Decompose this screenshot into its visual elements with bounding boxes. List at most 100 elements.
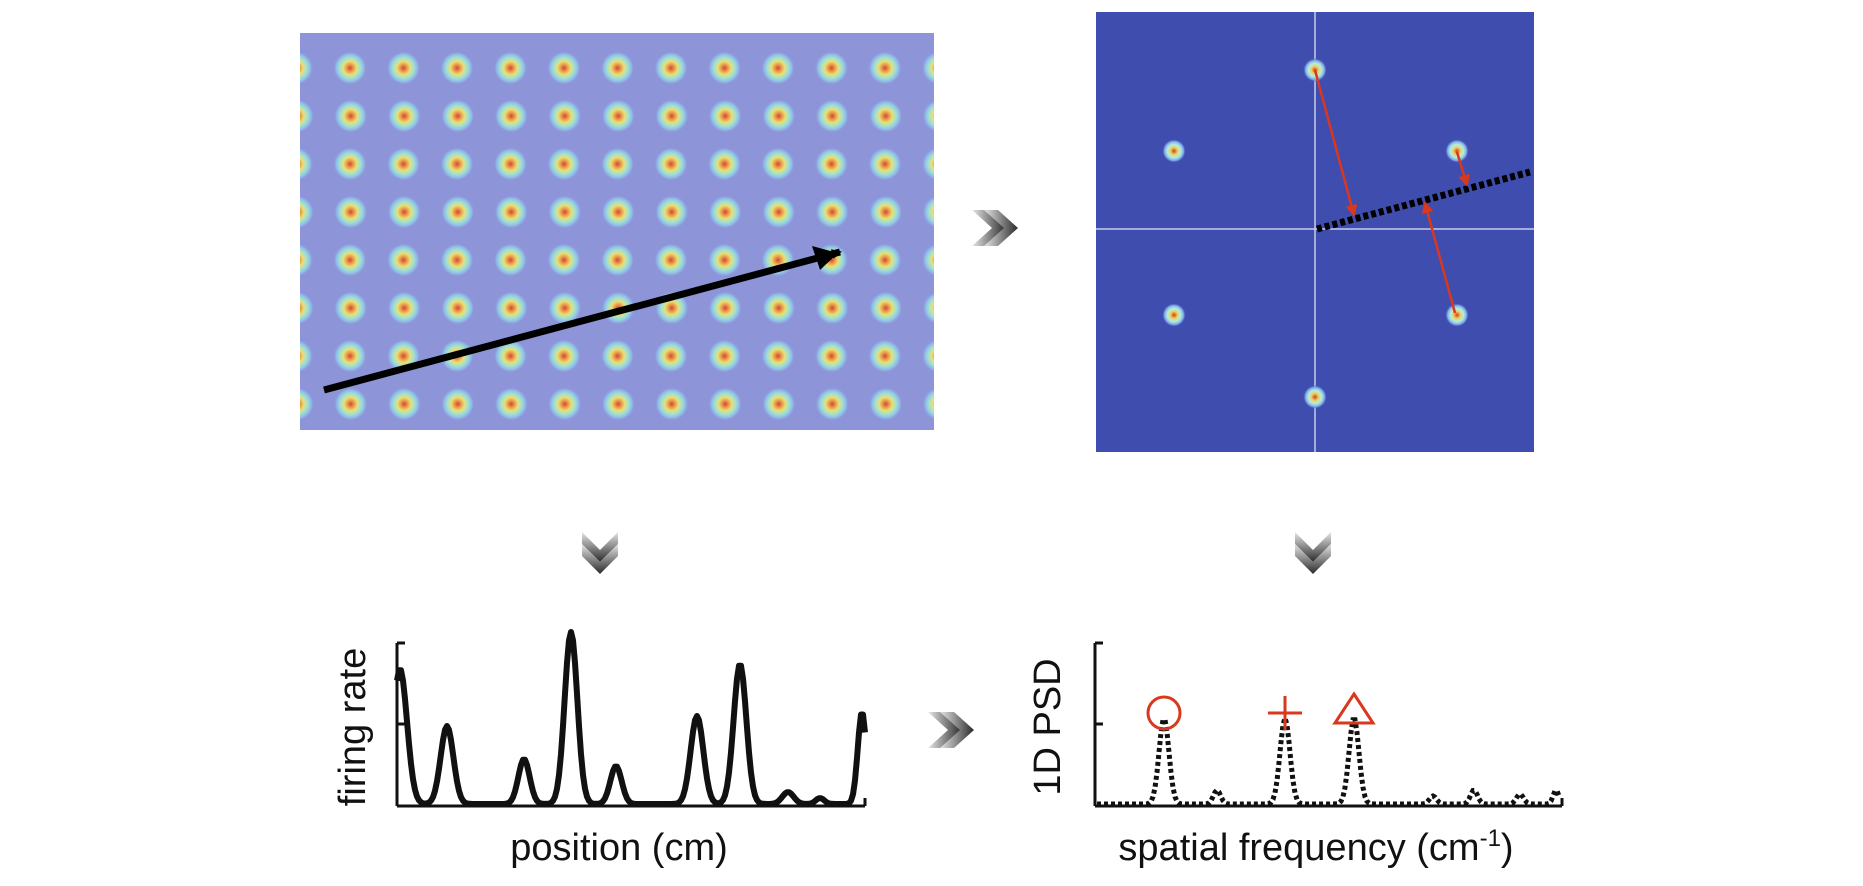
grid-field-spot xyxy=(333,147,367,181)
grid-field-spot xyxy=(600,243,635,277)
fft-peak xyxy=(1162,139,1186,163)
grid-field-spot xyxy=(494,387,529,421)
grid-field-spot xyxy=(708,387,743,421)
grid-field-spot xyxy=(868,339,902,373)
plus-marker-icon xyxy=(1268,696,1302,730)
grid-field-spot xyxy=(707,147,742,181)
grid-field-spot xyxy=(333,339,367,373)
fft-peak xyxy=(1303,385,1327,409)
grid-field-spot xyxy=(547,99,582,133)
fft-peak xyxy=(1445,303,1469,327)
grid-field-spot xyxy=(975,147,1009,181)
grid-field-spot xyxy=(494,195,529,229)
grid-field-spot xyxy=(921,51,934,85)
grid-field-spot xyxy=(493,51,528,85)
grid-field-spot xyxy=(868,99,903,133)
grid-field-spot xyxy=(440,243,474,277)
grid-field-spot xyxy=(708,99,743,133)
psd-trace xyxy=(1097,709,1562,807)
grid-field-spot xyxy=(333,291,368,325)
grid-field-spot xyxy=(300,51,314,85)
grid-field-spot xyxy=(654,51,688,85)
grid-field-spot xyxy=(975,51,1009,85)
grid-field-spot xyxy=(547,147,581,181)
grid-field-spot xyxy=(387,387,422,421)
grid-field-spot xyxy=(761,147,795,181)
psd-plot: 1D PSD spatial frequency (cm-1) xyxy=(1027,641,1564,869)
grid-field-spot xyxy=(815,195,850,229)
fourier-spectrum-map xyxy=(1096,12,1534,452)
grid-field-spot xyxy=(654,339,688,373)
grid-field-spot xyxy=(440,147,474,181)
grid-field-spot xyxy=(922,387,934,421)
grid-field-spot xyxy=(976,387,1010,421)
grid-field-spot xyxy=(547,339,581,373)
grid-field-spot xyxy=(868,387,903,421)
grid-field-spot xyxy=(922,195,934,229)
grid-field-spot xyxy=(708,291,743,325)
rate-y-label: firing rate xyxy=(332,648,374,806)
chevron-down-icon xyxy=(582,532,618,574)
grid-field-spot xyxy=(440,291,475,325)
grid-field-spot xyxy=(300,387,315,421)
grid-field-spot xyxy=(815,99,850,133)
grid-field-spot xyxy=(547,51,581,85)
grid-field-spot xyxy=(300,195,315,229)
grid-field-spot xyxy=(600,147,635,181)
grid-field-spot xyxy=(976,99,1010,133)
projection-arrow-bottom xyxy=(1421,201,1457,314)
psd-y-label: 1D PSD xyxy=(1027,658,1069,795)
grid-field-spot xyxy=(493,243,528,277)
grid-field-spot xyxy=(333,195,368,229)
grid-field-spot xyxy=(493,147,528,181)
trajectory-arrow-head xyxy=(812,246,838,270)
grid-field-spot xyxy=(547,291,582,325)
psd-x-label-sup: -1 xyxy=(1480,825,1501,852)
grid-field-spot xyxy=(547,243,581,277)
circle-marker-icon xyxy=(1146,695,1182,731)
grid-field-spot xyxy=(921,339,934,373)
grid-field-spot xyxy=(761,387,796,421)
grid-field-spot xyxy=(300,99,315,133)
grid-field-spot xyxy=(976,291,1010,325)
grid-field-spot xyxy=(300,243,314,277)
grid-field-spot xyxy=(654,387,689,421)
grid-field-spot xyxy=(814,51,849,85)
grid-field-spot xyxy=(922,99,934,133)
firing-rate-trace xyxy=(394,629,868,807)
grid-field-spot xyxy=(761,339,795,373)
grid-field-spot xyxy=(386,147,421,181)
grid-field-spot xyxy=(921,147,934,181)
grid-field-spot xyxy=(975,339,1009,373)
projection-line xyxy=(1316,168,1531,233)
grid-rate-map xyxy=(300,33,1010,430)
projection-arrow-right xyxy=(1455,151,1470,187)
grid-field-spot xyxy=(600,51,635,85)
grid-field-spot xyxy=(922,291,934,325)
grid-field-spot xyxy=(494,99,529,133)
psd-x-label-main: spatial frequency (cm xyxy=(1118,827,1479,869)
grid-field-spot xyxy=(761,99,796,133)
grid-field-spot xyxy=(654,147,688,181)
grid-field-spot xyxy=(654,243,688,277)
grid-field-spot xyxy=(601,99,636,133)
fft-peak xyxy=(1162,303,1186,327)
grid-field-spot xyxy=(815,291,850,325)
grid-field-spot xyxy=(601,387,636,421)
chevron-right-icon xyxy=(928,712,974,748)
grid-field-spot xyxy=(333,243,367,277)
grid-field-spot xyxy=(300,147,314,181)
trajectory-arrow xyxy=(323,248,842,394)
grid-field-spot xyxy=(600,339,635,373)
grid-field-spot xyxy=(387,291,422,325)
chevron-right-icon xyxy=(972,210,1018,246)
grid-field-spot xyxy=(815,387,850,421)
grid-field-spot xyxy=(761,51,795,85)
grid-field-spot xyxy=(814,147,849,181)
grid-field-spot xyxy=(814,339,849,373)
grid-field-spot xyxy=(654,195,689,229)
grid-field-spot xyxy=(493,339,528,373)
grid-field-spot xyxy=(333,99,368,133)
grid-field-spot xyxy=(300,339,314,373)
grid-field-spot xyxy=(440,195,475,229)
